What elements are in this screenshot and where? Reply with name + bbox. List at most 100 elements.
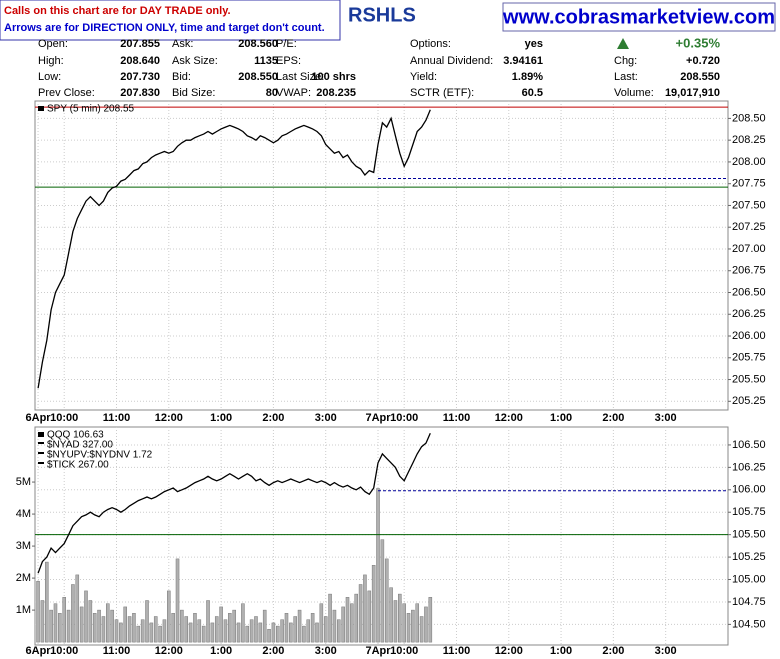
quote-value: yes	[525, 38, 543, 50]
x-tick-label: 3:00	[315, 412, 337, 424]
volume-bar	[402, 603, 406, 643]
volume-bar	[297, 609, 302, 643]
quote-label: Annual Dividend:	[410, 55, 493, 67]
volume-bar	[411, 609, 415, 643]
x-tick-label: 11:00	[443, 645, 471, 657]
y-tick-label: 207.25	[732, 221, 766, 233]
quote-value: 207.830	[120, 87, 160, 99]
y2-tick-label: 3M	[16, 540, 31, 552]
volume-bar	[36, 581, 40, 643]
volume-bar	[289, 622, 293, 643]
x-tick-label: 11:00	[443, 412, 471, 424]
y-tick-label: 206.50	[732, 286, 766, 298]
volume-bar	[49, 609, 53, 643]
x-tick-label: 2:00	[602, 412, 624, 424]
legend-swatch	[38, 442, 44, 444]
x-tick-label: 12:00	[155, 412, 183, 424]
volume-bar	[328, 593, 332, 643]
volume-bar	[110, 609, 114, 643]
legend-note: $NYAD 327.00	[47, 440, 113, 451]
volume-bar	[293, 616, 297, 643]
y-tick-label: 105.50	[732, 529, 766, 541]
quote-value: 208.550	[238, 71, 278, 83]
x-tick-label: 10:00	[390, 412, 418, 424]
y-tick-label: 208.00	[732, 156, 766, 168]
y-tick-label: 207.75	[732, 178, 766, 190]
quote-value: +0.720	[686, 55, 720, 67]
volume-bar	[376, 488, 380, 643]
volume-bar	[75, 574, 80, 643]
x-tick-label: 1:00	[550, 645, 572, 657]
volume-bar	[162, 619, 167, 643]
volume-bar	[384, 558, 389, 643]
volume-bar	[106, 603, 110, 643]
volume-bar	[219, 606, 223, 643]
quote-value: +0.35%	[676, 35, 721, 50]
volume-bar	[415, 603, 420, 643]
quote-label: SCTR (ETF):	[410, 87, 474, 99]
y-tick-label: 207.00	[732, 243, 766, 255]
x-tick-label: 7Apr	[365, 645, 391, 657]
volume-bar	[350, 603, 354, 643]
quote-label: Last Size:	[276, 71, 324, 83]
x-tick-label: 3:00	[655, 645, 677, 657]
volume-bar	[424, 606, 428, 643]
quote-value: 207.855	[120, 38, 160, 50]
volume-bar	[140, 619, 145, 643]
notice-box	[0, 0, 341, 41]
volume-bar	[175, 558, 180, 643]
volume-bar	[245, 625, 250, 643]
quote-label: VWAP:	[276, 87, 311, 99]
y2-tick-label: 4M	[16, 508, 31, 520]
volume-bar	[262, 609, 267, 643]
volume-bar	[97, 609, 101, 643]
volume-bar	[228, 613, 232, 643]
volume-bar	[345, 597, 350, 643]
y-tick-label: 205.75	[732, 352, 766, 364]
volume-bar	[302, 625, 306, 643]
y-tick-label: 207.50	[732, 199, 766, 211]
volume-bar	[358, 584, 363, 643]
volume-bar	[114, 619, 119, 643]
legend-swatch	[38, 452, 44, 454]
quote-label: Low:	[38, 71, 61, 83]
x-tick-label: 2:00	[262, 645, 284, 657]
price-line	[37, 109, 431, 389]
volume-bar	[158, 625, 162, 643]
volume-bar	[184, 616, 189, 643]
quote-label: Ask Size:	[172, 55, 218, 67]
y2-tick-label: 5M	[16, 476, 31, 488]
y-tick-label: 105.75	[732, 506, 766, 518]
quote-label: High:	[38, 55, 64, 67]
legend-entry: QQQ 106.63	[47, 430, 104, 441]
quote-value: 208.550	[680, 71, 720, 83]
volume-bar	[101, 616, 106, 643]
volume-bar	[153, 616, 158, 643]
legend-note: $NYUPV:$NYDNV 1.72	[47, 450, 153, 461]
quote-value: 207.730	[120, 71, 160, 83]
quote-value: 60.5	[522, 87, 543, 99]
volume-bar	[398, 593, 402, 643]
y-tick-label: 205.50	[732, 373, 766, 385]
volume-bar	[258, 622, 263, 643]
volume-bar	[71, 584, 75, 643]
volume-bar	[145, 600, 149, 643]
quote-label: Prev Close:	[38, 87, 95, 99]
volume-bar	[214, 616, 219, 643]
quote-value: 100 shrs	[311, 71, 356, 83]
x-tick-label: 10:00	[390, 645, 418, 657]
volume-bar	[84, 590, 88, 643]
notice-line: Arrows are for DIRECTION ONLY, time and …	[4, 22, 325, 34]
site-box	[502, 2, 776, 32]
x-tick-label: 10:00	[50, 412, 78, 424]
y-tick-label: 106.25	[732, 461, 766, 473]
volume-bar	[188, 622, 193, 643]
volume-bar	[88, 600, 93, 643]
x-tick-label: 2:00	[262, 412, 284, 424]
x-tick-label: 11:00	[103, 412, 131, 424]
x-tick-label: 1:00	[550, 412, 572, 424]
quote-value: 3.94161	[503, 55, 543, 67]
y-tick-label: 206.25	[732, 308, 766, 320]
volume-bar	[406, 613, 411, 643]
